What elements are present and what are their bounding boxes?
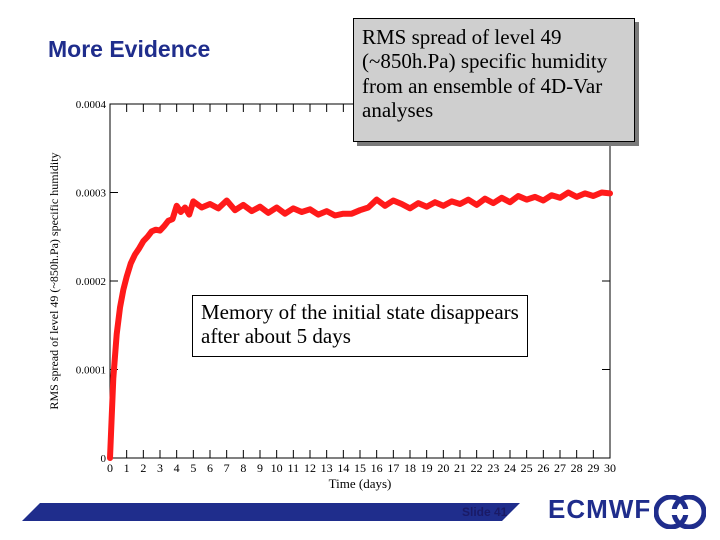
- x-tick-label: 2: [140, 461, 146, 475]
- x-tick-label: 25: [521, 461, 533, 475]
- x-tick-label: 21: [454, 461, 466, 475]
- x-tick-label: 10: [271, 461, 283, 475]
- x-tick-label: 7: [224, 461, 230, 475]
- y-tick-label: 0: [101, 453, 107, 465]
- brand-wordmark: ECMWF: [548, 494, 652, 524]
- x-tick-label: 18: [404, 461, 416, 475]
- x-tick-label: 5: [190, 461, 196, 475]
- x-tick-label: 11: [288, 461, 300, 475]
- memory-note-callout: Memory of the initial state disappears a…: [192, 295, 528, 357]
- x-tick-label: 0: [107, 461, 113, 475]
- x-tick-label: 1: [124, 461, 130, 475]
- x-tick-label: 14: [337, 461, 349, 475]
- x-tick-label: 13: [321, 461, 333, 475]
- x-tick-label: 26: [537, 461, 549, 475]
- y-tick-label: 0.0004: [76, 99, 107, 111]
- footer-band: [22, 503, 520, 521]
- x-tick-label: 6: [207, 461, 213, 475]
- plot-frame: [109, 103, 611, 459]
- y-axis-label: RMS spread of level 49 (~850h.Pa) specif…: [47, 152, 61, 409]
- x-tick-label: 23: [487, 461, 499, 475]
- slide-number: Slide 41: [462, 505, 508, 519]
- x-tick-label: 15: [354, 461, 366, 475]
- chart-description-callout: RMS spread of level 49 (~850h.Pa) specif…: [353, 18, 635, 142]
- x-tick-label: 20: [437, 461, 449, 475]
- x-tick-label: 8: [240, 461, 246, 475]
- ecmwf-logo: [654, 495, 706, 529]
- x-tick-label: 30: [604, 461, 616, 475]
- y-tick-label: 0.0003: [76, 188, 107, 200]
- x-axis-label: Time (days): [329, 476, 392, 491]
- x-tick-label: 3: [157, 461, 163, 475]
- x-tick-label: 4: [174, 461, 180, 475]
- x-tick-label: 17: [387, 461, 399, 475]
- y-tick-label: 0.0001: [76, 365, 106, 377]
- x-tick-label: 27: [554, 461, 566, 475]
- y-tick-label: 0.0002: [76, 276, 106, 288]
- slide-title: More Evidence: [48, 36, 211, 62]
- x-tick-label: 28: [571, 461, 583, 475]
- x-tick-label: 22: [471, 461, 483, 475]
- x-tick-label: 24: [504, 461, 516, 475]
- series-line: [107, 189, 613, 461]
- footer-stripe: [22, 503, 520, 521]
- x-tick-label: 9: [257, 461, 263, 475]
- x-tick-label: 19: [421, 461, 433, 475]
- x-tick-label: 12: [304, 461, 316, 475]
- x-tick-label: 29: [587, 461, 599, 475]
- x-tick-label: 16: [371, 461, 383, 475]
